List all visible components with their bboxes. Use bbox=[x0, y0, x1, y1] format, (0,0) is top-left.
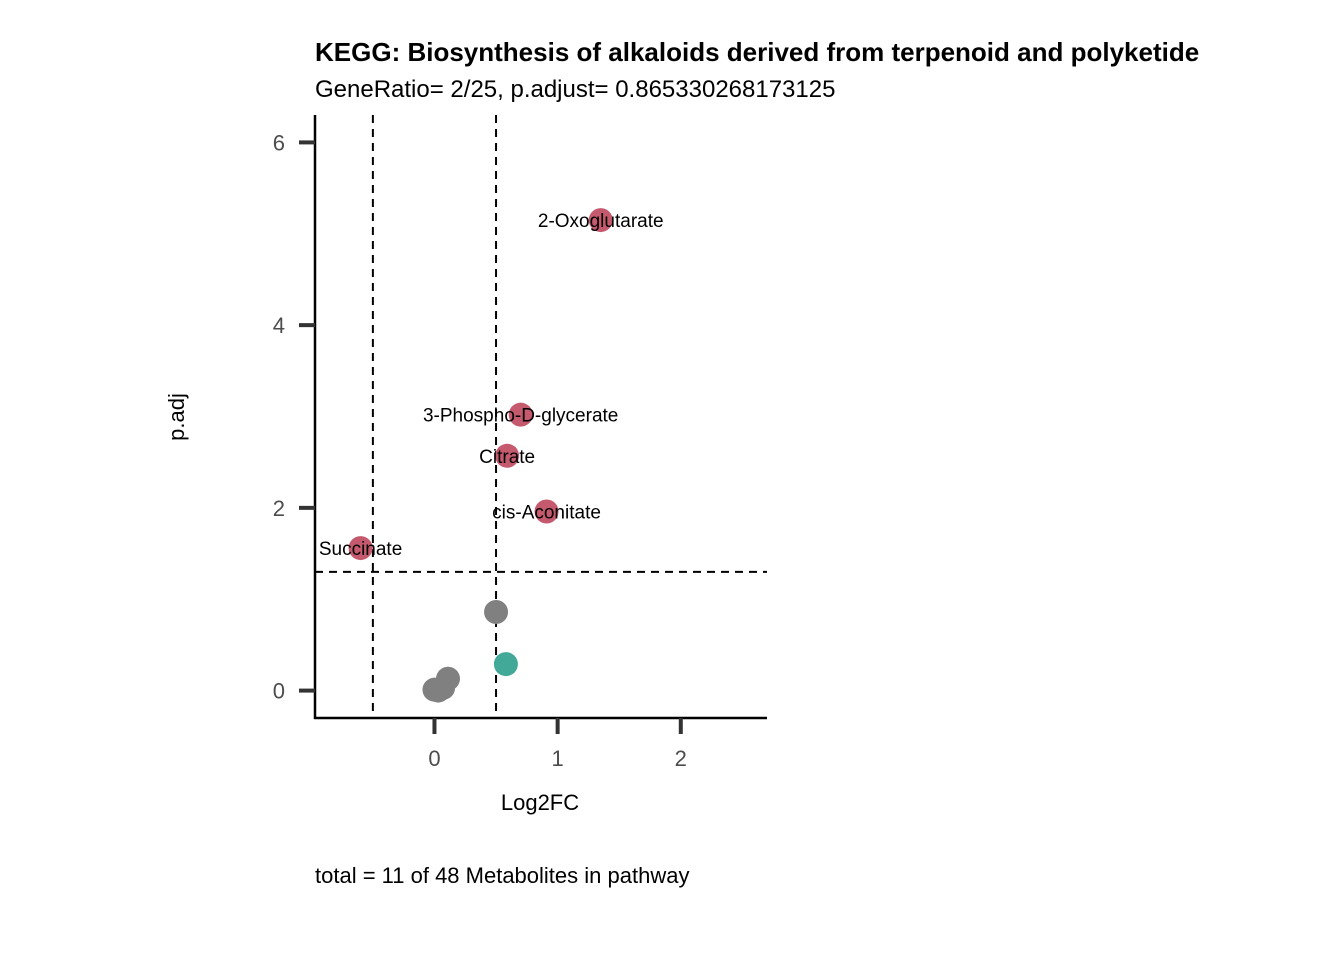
point-label-1: 3-Phospho-D-glycerate bbox=[423, 406, 618, 427]
data-point-1 bbox=[508, 402, 533, 427]
point-label-4: Succinate bbox=[319, 539, 402, 560]
y-tick-label-0: 0 bbox=[273, 679, 285, 704]
data-point-0 bbox=[588, 208, 613, 233]
y-tick-label-6: 6 bbox=[273, 130, 285, 155]
x-tick-label-0: 0 bbox=[428, 746, 440, 771]
y-axis-ticks: 0 2 4 6 bbox=[273, 130, 315, 704]
data-point-3 bbox=[534, 499, 559, 524]
y-tick-label-2: 2 bbox=[273, 496, 285, 521]
data-point-5 bbox=[484, 600, 509, 625]
chart-caption: total = 11 of 48 Metabolites in pathway bbox=[315, 863, 689, 888]
chart-subtitle: GeneRatio= 2/25, p.adjust= 0.86533026817… bbox=[315, 76, 835, 103]
chart-title: KEGG: Biosynthesis of alkaloids derived … bbox=[315, 37, 1199, 67]
data-point-10 bbox=[426, 678, 451, 703]
y-tick-label-4: 4 bbox=[273, 313, 285, 338]
data-points bbox=[348, 208, 613, 703]
x-tick-label-1: 1 bbox=[552, 746, 564, 771]
x-axis-title: Log2FC bbox=[501, 790, 579, 815]
y-axis-title: p.adj bbox=[164, 393, 189, 441]
x-axis-ticks: 0 1 2 bbox=[428, 718, 687, 771]
point-label-3: cis-Aconitate bbox=[492, 503, 601, 524]
point-label-0: 2-Oxoglutarate bbox=[538, 211, 664, 232]
point-label-2: Citrate bbox=[479, 447, 535, 468]
data-point-2 bbox=[495, 443, 520, 468]
threshold-lines bbox=[315, 115, 767, 718]
point-labels: 2-Oxoglutarate 3-Phospho-D-glycerate Citra… bbox=[319, 211, 664, 560]
data-point-6 bbox=[493, 652, 518, 677]
data-point-4 bbox=[348, 536, 373, 561]
x-tick-label-2: 2 bbox=[675, 746, 687, 771]
